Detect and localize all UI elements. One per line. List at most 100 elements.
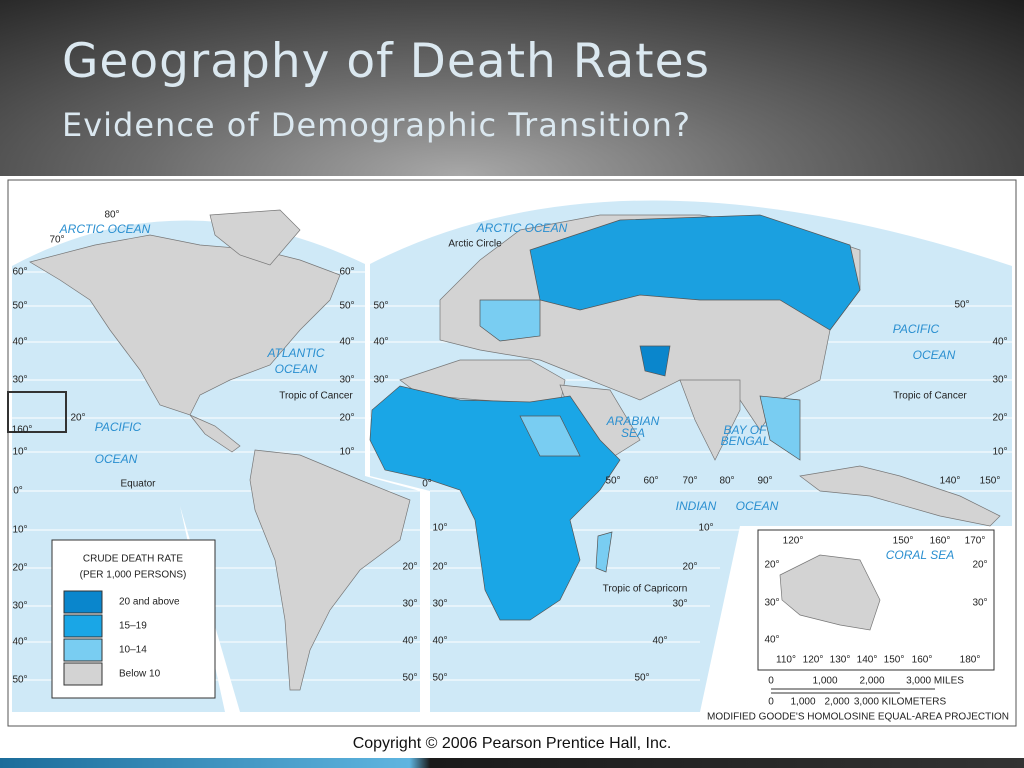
- legend-label: 15–19: [119, 621, 147, 632]
- legend-title: CRUDE DEATH RATE: [83, 554, 184, 565]
- inset-label: 160°: [930, 536, 951, 547]
- map-label: 30°: [339, 375, 354, 386]
- map-label: BENGAL: [721, 434, 770, 448]
- scale-label: 0: [768, 697, 774, 708]
- scale-label: 2,000: [859, 676, 884, 687]
- map-label: 50°: [402, 673, 417, 684]
- legend-label: 20 and above: [119, 597, 180, 608]
- map-label: OCEAN: [736, 499, 779, 513]
- map-label: OCEAN: [913, 348, 956, 362]
- map-label: ARCTIC OCEAN: [476, 221, 568, 235]
- inset-label: 30°: [764, 598, 779, 609]
- map-label: 10°: [698, 523, 713, 534]
- map-label: Equator: [120, 479, 156, 490]
- inset-label: 180°: [960, 655, 981, 666]
- map-label: 70°: [682, 476, 697, 487]
- inset-label: 170°: [965, 536, 986, 547]
- inset-label: CORAL SEA: [886, 548, 954, 562]
- map-label: 40°: [402, 636, 417, 647]
- map-label: 10°: [992, 447, 1007, 458]
- legend-swatch: [63, 614, 103, 638]
- legend-title: (PER 1,000 PERSONS): [80, 570, 187, 581]
- map-label: 40°: [992, 337, 1007, 348]
- map-label: SEA: [621, 426, 645, 440]
- legend: [51, 539, 216, 699]
- map-label: 30°: [432, 599, 447, 610]
- map-label: 30°: [672, 599, 687, 610]
- map-label: 50°: [12, 675, 27, 686]
- header: Geography of Death Rates Evidence of Dem…: [0, 0, 1024, 176]
- map-label: 50°: [634, 673, 649, 684]
- scale-label: 3,000 KILOMETERS: [854, 697, 947, 708]
- map-label: 10°: [12, 447, 27, 458]
- map-label: 30°: [992, 375, 1007, 386]
- map-label: PACIFIC: [893, 322, 940, 336]
- map-label: Tropic of Cancer: [893, 391, 967, 402]
- map-label: 30°: [373, 375, 388, 386]
- map-label: 60°: [12, 267, 27, 278]
- map: 80° 70° 60° 50° 40° 30° 20° 160° 10° 0° 10° 20° 30° 4…: [7, 179, 1017, 727]
- map-label: 20°: [70, 413, 85, 424]
- map-label: 10°: [432, 523, 447, 534]
- map-label: Arctic Circle: [448, 239, 502, 250]
- inset-label: 150°: [884, 655, 905, 666]
- scale-label: 2,000: [824, 697, 849, 708]
- map-label: ARABIAN: [606, 414, 660, 428]
- map-label: 0°: [422, 479, 432, 490]
- map-label: 20°: [12, 563, 27, 574]
- australia-inset: [757, 529, 995, 671]
- legend-label: Below 10: [119, 669, 161, 680]
- inset-label: 110°: [776, 655, 796, 666]
- map-label: INDIAN: [676, 499, 717, 513]
- map-label: 30°: [12, 601, 27, 612]
- map-label: 20°: [402, 562, 417, 573]
- map-label: 60°: [643, 476, 658, 487]
- map-label: OCEAN: [275, 362, 318, 376]
- map-label: 10°: [12, 525, 27, 536]
- scale-label: 3,000 MILES: [906, 676, 964, 687]
- inset-label: 40°: [764, 635, 779, 646]
- map-label: 60°: [339, 267, 354, 278]
- scale-label: 1,000: [790, 697, 815, 708]
- inset-label: 120°: [783, 536, 804, 547]
- map-label: 50°: [373, 301, 388, 312]
- scale-bar: [771, 688, 935, 694]
- inset-label: 20°: [972, 560, 987, 571]
- map-label: 50°: [605, 476, 620, 487]
- legend-swatch: [63, 662, 103, 686]
- map-label: 20°: [432, 562, 447, 573]
- map-label: 40°: [373, 337, 388, 348]
- map-label: 80°: [104, 210, 119, 221]
- inset-label: 150°: [893, 536, 914, 547]
- map-label: 150°: [980, 476, 1001, 487]
- legend-swatch: [63, 590, 103, 614]
- map-label: BAY OF: [724, 423, 768, 437]
- map-label: 30°: [12, 375, 27, 386]
- map-label: 50°: [432, 673, 447, 684]
- legend-swatch: [63, 638, 103, 662]
- map-label: 30°: [402, 599, 417, 610]
- scale-label: 0: [768, 676, 774, 687]
- land-high-rates: [369, 214, 861, 621]
- bottom-strip: [0, 758, 1024, 768]
- map-label: 50°: [12, 301, 27, 312]
- map-label: 160°: [12, 425, 33, 436]
- map-label: ARCTIC OCEAN: [59, 222, 151, 236]
- subtitle: Evidence of Demographic Transition?: [62, 106, 691, 144]
- map-label: 40°: [652, 636, 667, 647]
- map-label: 20°: [682, 562, 697, 573]
- legend-label: 10–14: [119, 645, 147, 656]
- inset-label: 130°: [830, 655, 851, 666]
- map-label: 40°: [12, 337, 27, 348]
- inset-label: 30°: [972, 598, 987, 609]
- title: Geography of Death Rates: [62, 34, 710, 89]
- map-label: 50°: [339, 301, 354, 312]
- map-label: 40°: [12, 637, 27, 648]
- map-label: 40°: [339, 337, 354, 348]
- map-label: ATLANTIC: [266, 346, 324, 360]
- map-label: PACIFIC: [95, 420, 142, 434]
- map-label: Tropic of Capricorn: [603, 584, 688, 595]
- inset-label: 20°: [764, 560, 779, 571]
- map-label: 90°: [757, 476, 772, 487]
